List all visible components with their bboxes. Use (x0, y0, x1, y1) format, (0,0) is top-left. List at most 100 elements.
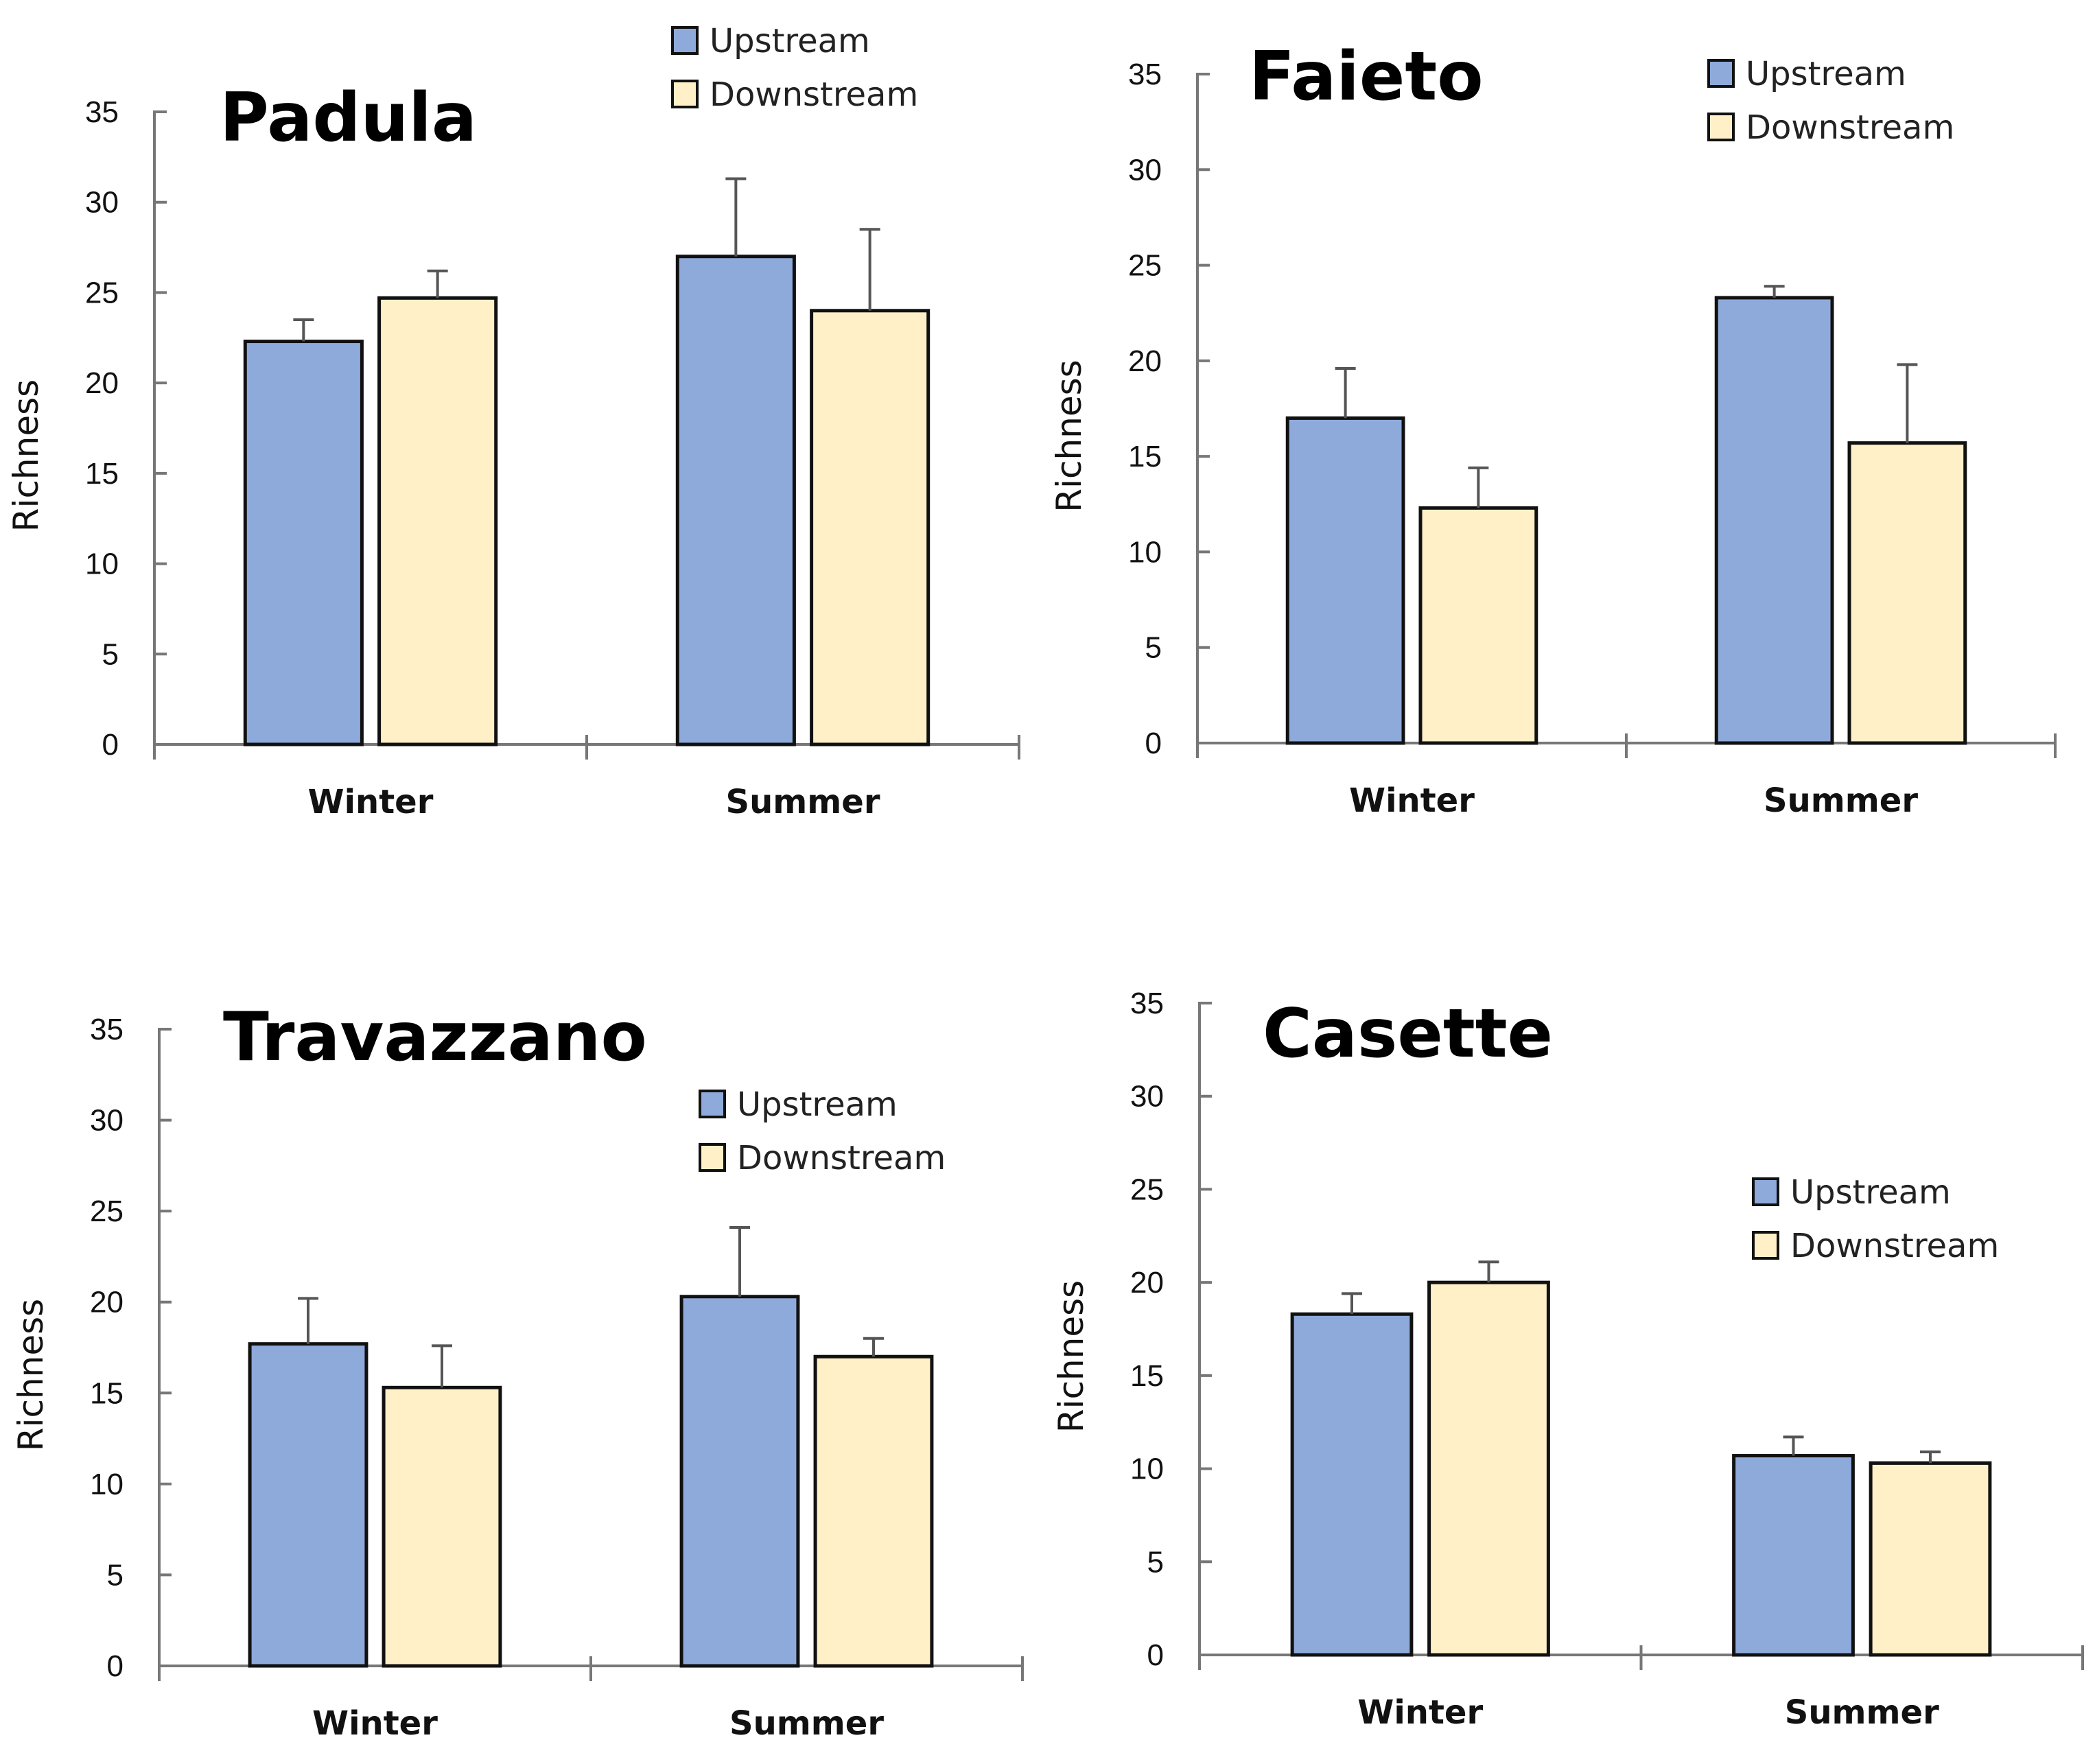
legend-swatch-upstream (1752, 1177, 1779, 1206)
y-tick-label: 20 (85, 366, 119, 400)
y-tick-label: 15 (1130, 1359, 1164, 1393)
bar-upstream-summer (675, 255, 796, 746)
legend-swatch-downstream (671, 80, 699, 108)
chart-title: Casette (1263, 995, 1553, 1073)
bar-upstream-winter (1290, 1312, 1414, 1657)
bar-downstream-summer (810, 309, 931, 746)
legend-label: Downstream (737, 1139, 946, 1177)
y-tick-label: 15 (90, 1376, 124, 1410)
legend-swatch-downstream (1707, 113, 1735, 141)
y-tick-label: 15 (1128, 440, 1162, 473)
chart-title: Travazzano (223, 998, 647, 1077)
x-category-label: Summer (729, 1704, 884, 1743)
error-bar-downstream-summer (859, 228, 880, 311)
legend: Upstream Downstream (1752, 1173, 1999, 1265)
legend-label: Upstream (1746, 55, 1906, 93)
x-category-label: Winter (308, 783, 434, 821)
error-bar-upstream-winter (293, 318, 314, 342)
x-category-label: Summer (1764, 781, 1918, 820)
bar-upstream-winter (1285, 416, 1405, 745)
y-tick-label: 35 (90, 1013, 124, 1046)
x-category-label: Winter (1357, 1693, 1483, 1732)
x-category-label: Summer (1785, 1693, 1939, 1732)
bar-upstream-summer (679, 1295, 800, 1668)
legend-label: Downstream (710, 75, 918, 114)
legend-swatch-upstream (1707, 59, 1735, 88)
y-tick-label: 35 (1128, 58, 1162, 91)
bar-upstream-winter (248, 1342, 368, 1668)
legend-label: Upstream (710, 22, 870, 60)
error-bar-upstream-summer (1764, 285, 1785, 298)
error-bar-upstream-winter (1342, 1292, 1363, 1315)
error-bar-downstream-summer (1897, 363, 1918, 443)
y-tick-label: 5 (102, 637, 119, 671)
y-tick-label: 30 (1128, 153, 1162, 187)
y-tick-label: 35 (1130, 987, 1164, 1020)
error-bar-downstream-summer (1919, 1450, 1941, 1463)
y-tick-label: 35 (85, 95, 119, 129)
y-tick-label: 0 (1147, 1638, 1164, 1672)
y-tick-label: 10 (90, 1468, 124, 1501)
y-axis-label: Richness (1051, 1280, 1091, 1433)
y-tick-label: 30 (90, 1104, 124, 1138)
legend-swatch-downstream (699, 1143, 726, 1172)
y-tick-label: 30 (1130, 1080, 1164, 1114)
chart-title: Faieto (1249, 38, 1484, 116)
legend-swatch-upstream (671, 26, 699, 55)
y-tick-label: 25 (85, 276, 119, 309)
bar-upstream-summer (1732, 1454, 1855, 1657)
bar-upstream-summer (1714, 296, 1834, 745)
x-category-label: Winter (312, 1704, 438, 1743)
legend-swatch-upstream (699, 1090, 726, 1118)
bar-downstream-winter (377, 296, 498, 746)
y-axis-label: Richness (1049, 360, 1089, 512)
y-tick-label: 25 (1128, 249, 1162, 283)
y-tick-label: 15 (85, 457, 119, 491)
y-tick-label: 20 (1130, 1266, 1164, 1300)
bar-downstream-winter (1427, 1280, 1550, 1657)
error-bar-downstream-winter (1478, 1260, 1499, 1283)
bar-downstream-summer (1847, 441, 1967, 745)
error-bar-downstream-winter (427, 269, 448, 298)
bar-downstream-summer (1869, 1461, 1992, 1657)
panel-travazzano: 0 5 10 15 20 25 30 35 Richness Winter Summer Travaz… (11, 998, 1024, 1743)
y-tick-label: 0 (102, 728, 119, 762)
error-bar-downstream-winter (431, 1344, 452, 1388)
legend: Upstream Downstream (671, 22, 918, 114)
y-tick-label: 10 (1130, 1453, 1164, 1486)
legend: Upstream Downstream (699, 1085, 946, 1177)
y-tick-label: 0 (107, 1649, 124, 1683)
error-bar-downstream-winter (1468, 466, 1489, 508)
legend-label: Upstream (737, 1085, 898, 1124)
bar-upstream-winter (243, 340, 364, 746)
bar-downstream-winter (382, 1385, 502, 1668)
y-tick-label: 10 (85, 548, 119, 581)
legend: Upstream Downstream (1707, 55, 1954, 147)
y-tick-label: 5 (1147, 1545, 1164, 1579)
error-bar-downstream-summer (863, 1337, 884, 1357)
bar-downstream-winter (1418, 506, 1538, 745)
legend-swatch-downstream (1752, 1231, 1779, 1260)
y-axis-label: Richness (11, 1299, 51, 1451)
y-tick-label: 25 (1130, 1173, 1164, 1206)
legend-label: Downstream (1790, 1227, 1999, 1265)
y-tick-label: 5 (107, 1558, 124, 1592)
y-tick-label: 0 (1145, 727, 1162, 760)
legend-label: Downstream (1746, 108, 1954, 147)
chart-title: Padula (220, 79, 477, 157)
error-bar-upstream-summer (729, 1226, 751, 1297)
error-bar-upstream-summer (1783, 1435, 1804, 1456)
y-tick-label: 20 (1128, 344, 1162, 378)
y-tick-label: 10 (1128, 535, 1162, 569)
bar-downstream-summer (813, 1354, 934, 1668)
x-category-label: Winter (1349, 781, 1475, 820)
error-bar-upstream-winter (1335, 367, 1356, 419)
y-axis-label: Richness (6, 379, 46, 532)
panel-faieto: 0 5 10 15 20 25 30 35 Richness Winter Summer Faieto… (1049, 38, 2057, 820)
y-tick-label: 20 (90, 1286, 124, 1319)
y-tick-label: 5 (1145, 631, 1162, 665)
legend-label: Upstream (1790, 1173, 1951, 1212)
y-tick-label: 30 (85, 186, 119, 220)
panel-padula: 0 5 10 15 20 25 30 35 Richness Winter Summer Padula… (6, 22, 1020, 821)
